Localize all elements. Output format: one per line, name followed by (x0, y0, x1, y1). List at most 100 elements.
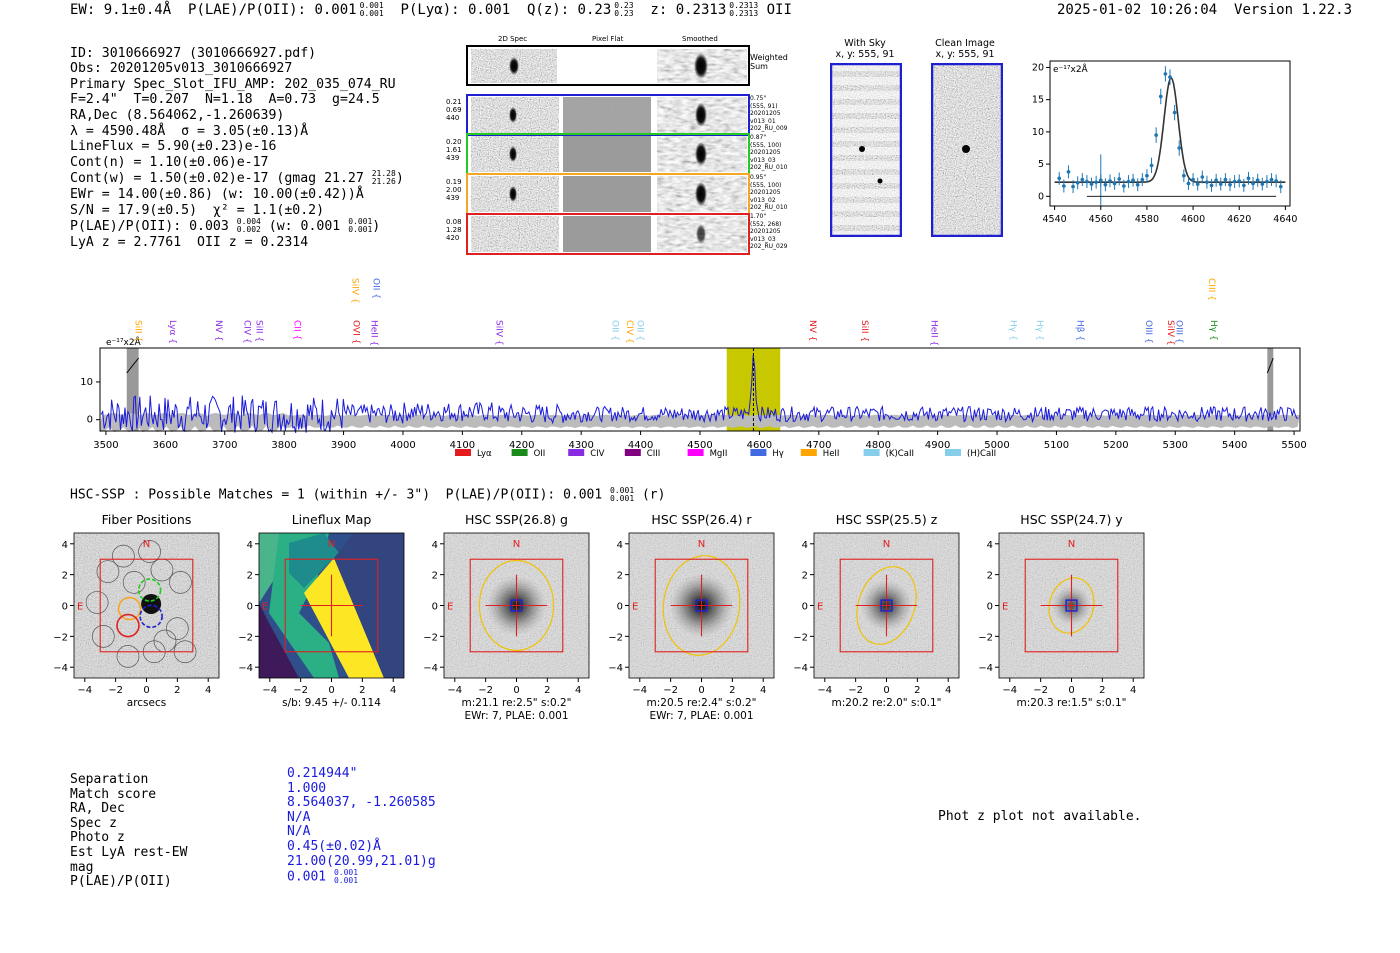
east-label: E (447, 602, 453, 613)
hsc-xtick-label: 4 (205, 685, 211, 696)
spec-line-label: HeII { (369, 320, 379, 346)
search-box (284, 558, 379, 653)
label-match-score: Match score (70, 786, 157, 802)
fit-data-point (1140, 173, 1145, 187)
spec-ylabel: e⁻¹⁷x2Å (106, 336, 142, 348)
north-label: N (328, 539, 335, 550)
row1-left: 0.20 1.61 439 (446, 138, 462, 162)
fit-xtick-label: 4540 (1043, 214, 1067, 225)
fit-data-point (1094, 175, 1098, 189)
hsc-xtick-label: 0 (883, 685, 889, 696)
col-title-2dspec: 2D Spec (498, 35, 528, 43)
info-f: F=2.4" T=0.207 N=1.18 A=0.73 g=24.5 (70, 92, 380, 108)
info-contw-sup: 21.28 (371, 169, 396, 179)
spec-xtick-label: 4000 (390, 440, 415, 451)
photz-message: Phot z plot not available. (938, 809, 1142, 824)
hsc-panel-title: Fiber Positions (101, 512, 192, 527)
hsc-panel-stat2: EWr: 7, PLAE: 0.001 (464, 710, 569, 722)
spec-legend-item: MgII (687, 449, 728, 459)
lineflux-region (269, 533, 339, 678)
label-specz: Spec z (70, 815, 117, 831)
fit-data-point (1251, 177, 1255, 190)
spec-line-label: OIII { (1173, 320, 1183, 344)
fit-data-point (1232, 175, 1237, 188)
hsc-ytick-label: −2 (978, 632, 993, 643)
hsc-ytick-label: −4 (978, 663, 993, 674)
match-values: 0.214944" 1.000 8.564037, -1.260585 N/A … (287, 766, 436, 885)
svg-text:CIII: CIII (647, 449, 660, 459)
target-box (880, 599, 893, 612)
hsc-title: HSC-SSP : Possible Matches = 1 (within +… (70, 486, 666, 503)
fit-data-point (1126, 175, 1131, 188)
fit-data-point (1131, 173, 1135, 187)
spec-line-label: CII { (291, 320, 301, 340)
svg-text:MgII: MgII (710, 449, 728, 459)
info-obs: Obs: 20201205v013_3010666927 (70, 61, 293, 77)
hsc-panel-stat: arcsecs (126, 697, 167, 709)
lineflux-peak (304, 558, 384, 678)
hsc-panel-plot: N E −4 4 −2 2 0 0 2 −2 4 −4 (608, 532, 775, 696)
cutout-row-3 (466, 213, 750, 255)
fiber-circle (116, 645, 140, 668)
cutout-row-0 (466, 94, 750, 136)
fit-data-point (1182, 169, 1186, 183)
spec-legend-item: Lyα (455, 449, 492, 459)
aperture-ellipse (1048, 577, 1095, 634)
hsc-panel-title: Lineflux Map (291, 512, 372, 527)
hsc-xtick-label: −2 (663, 685, 678, 696)
hsc-ytick-label: 4 (247, 540, 253, 551)
header-plya: P(Lyα): 0.001 (400, 2, 511, 18)
fit-data-point (1135, 178, 1140, 192)
label-radec: RA, Dec (70, 801, 125, 817)
spec-legend-item: CIII (624, 449, 660, 459)
hsc-xtick-label: 2 (1099, 685, 1105, 696)
with-sky-image (830, 63, 902, 237)
fit-data-point (1066, 165, 1071, 179)
fit-data-point (1223, 173, 1228, 187)
info-contn: Cont(n) = 1.10(±0.06)e-17 (70, 154, 269, 170)
east-label: E (1002, 602, 1008, 613)
svg-text:Lyα: Lyα (477, 449, 492, 459)
hsc-ytick-label: 2 (62, 571, 68, 582)
fit-data-point (1122, 179, 1126, 193)
row3-right: 1.70" (552, 268) 20201205 v013_03 202_RU_029 (750, 213, 788, 250)
hsc-ytick-label: 2 (617, 571, 623, 582)
spec-xtick-label: 5100 (1044, 440, 1069, 451)
hsc-panel-plot: N E −4 4 −2 2 0 0 2 −2 4 −4 (978, 532, 1145, 696)
spec-legend-item: HeII (800, 449, 839, 459)
spec-flux-line (100, 355, 1299, 434)
fiber-circle (96, 560, 120, 583)
hsc-xtick-label: −2 (108, 685, 123, 696)
fit-xtick-label: 4640 (1273, 214, 1297, 225)
lineflux-region (259, 603, 299, 678)
hsc-ytick-label: −2 (53, 632, 68, 643)
header-z-sup: 0.2313 (729, 1, 759, 10)
header-right: 2025-01-02 10:26:04 Version 1.22.3 (1057, 2, 1352, 18)
hsc-ytick-label: −2 (238, 632, 253, 643)
hsc-xtick-label: −4 (632, 685, 647, 696)
full-spectrum-chart: 0 10 3500 3600 3700 3800 3900 4000 4100 4200 4300 4… (80, 278, 1307, 459)
value-radec: 8.564037, -1.260585 (287, 795, 436, 811)
hsc-ytick-label: 0 (987, 602, 993, 613)
fiber-circle (85, 591, 109, 614)
info-primary: Primary Spec_Slot_IFU_AMP: 202_035_074_R… (70, 76, 396, 92)
spec-line-label: OII { (610, 320, 620, 341)
header-qz: Q(z): 0.23 (526, 2, 612, 18)
header-line-id: OII (766, 2, 792, 18)
with-sky-title: With Sky x, y: 555, 91 (835, 38, 895, 60)
spec-xtick-label: 4300 (568, 440, 593, 451)
hsc-panel-title: HSC SSP(25.5) z (835, 512, 938, 527)
hsc-panel-1: Lineflux Map N E −4 4 −2 2 0 0 2 −2 4 −4 s/b: 9.45 +/… (225, 512, 420, 727)
hsc-ytick-label: 4 (987, 540, 993, 551)
hsc-ytick-label: 4 (617, 540, 623, 551)
fit-ylabel: e⁻¹⁷x2Å (1053, 63, 1089, 75)
spec-line-label: HeII { (929, 320, 939, 346)
fit-data-point (1274, 174, 1278, 188)
svg-text:OII: OII (534, 449, 546, 459)
spec-legend-item: OII (511, 449, 546, 459)
east-label: E (632, 602, 638, 613)
spec-line-label: OII { (370, 278, 380, 299)
fit-data-point (1057, 171, 1062, 185)
value-match-score: 1.000 (287, 780, 327, 796)
info-plae: P(LAE)/P(OII): 0.003 0.004 0.002 (w: 0.00… (70, 218, 404, 235)
